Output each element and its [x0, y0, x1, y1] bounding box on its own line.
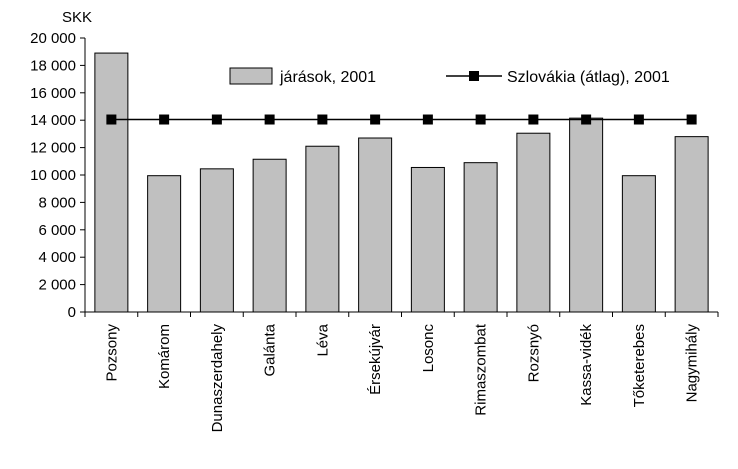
x-tick-label: Nagymihály	[684, 324, 701, 403]
bars	[94, 52, 709, 313]
y-axis: 0 2 000 4 000 6 000 8 000 10 000 12 000 14 000 1…	[30, 30, 86, 321]
bar	[358, 137, 393, 313]
x-tick-label: Pozsony	[103, 324, 120, 382]
bar	[305, 145, 340, 313]
average-line-marker	[211, 114, 222, 125]
bar	[252, 158, 287, 313]
legend: járások, 2001 Szlovákia (átlag), 2001	[229, 67, 670, 86]
x-tick-label: Kassa-vidék	[578, 324, 595, 406]
bar	[147, 175, 182, 313]
y-tick-label: 8 000	[38, 194, 76, 211]
y-tick-label: 10 000	[30, 167, 76, 184]
legend-label-bars: járások, 2001	[279, 69, 376, 86]
average-line	[106, 114, 697, 125]
average-line-marker	[106, 114, 117, 125]
average-line-marker	[317, 114, 328, 125]
legend-swatch-bars	[229, 67, 273, 85]
bar	[674, 136, 709, 313]
legend-marker-avg	[469, 71, 479, 81]
y-tick-label: 4 000	[38, 249, 76, 266]
average-line-marker	[633, 114, 644, 125]
bar	[463, 162, 498, 313]
y-tick-label: 16 000	[30, 85, 76, 102]
x-tick-label: Érsekújvár	[367, 324, 384, 395]
average-line-marker	[264, 114, 275, 125]
average-line-marker	[422, 114, 433, 125]
y-tick-label: 0	[68, 304, 76, 321]
x-tick-label: Rozsnyó	[525, 324, 542, 382]
y-tick-label: 12 000	[30, 140, 76, 157]
bar	[199, 168, 234, 313]
average-line-marker	[686, 114, 697, 125]
y-tick-label: 6 000	[38, 222, 76, 239]
bar	[516, 132, 551, 313]
average-line-marker	[370, 114, 381, 125]
average-line-marker	[581, 114, 592, 125]
x-tick-label: Galánta	[262, 323, 279, 376]
average-line-marker	[159, 114, 170, 125]
y-unit-label: SKK	[62, 9, 92, 26]
bar	[94, 52, 129, 313]
average-line-marker	[475, 114, 486, 125]
x-tick-label: Losonc	[420, 324, 437, 373]
x-tick-label: Tőketerebes	[631, 324, 648, 407]
y-tick-label: 2 000	[38, 277, 76, 294]
bar	[621, 175, 656, 313]
x-tick-label: Rimaszombat	[473, 323, 490, 416]
x-tick-label: Léva	[314, 323, 331, 356]
bar	[569, 117, 604, 313]
x-tick-label: Dunaszerdahely	[209, 324, 226, 433]
x-axis: Pozsony Komárom Dunaszerdahely Galánta Léva É…	[84, 311, 719, 433]
bar	[410, 166, 445, 313]
x-tick-label: Komárom	[156, 324, 173, 389]
y-tick-label: 14 000	[30, 112, 76, 129]
y-tick-label: 18 000	[30, 57, 76, 74]
average-line-marker	[528, 114, 539, 125]
y-tick-label: 20 000	[30, 30, 76, 47]
legend-label-avg: Szlovákia (átlag), 2001	[507, 69, 670, 86]
